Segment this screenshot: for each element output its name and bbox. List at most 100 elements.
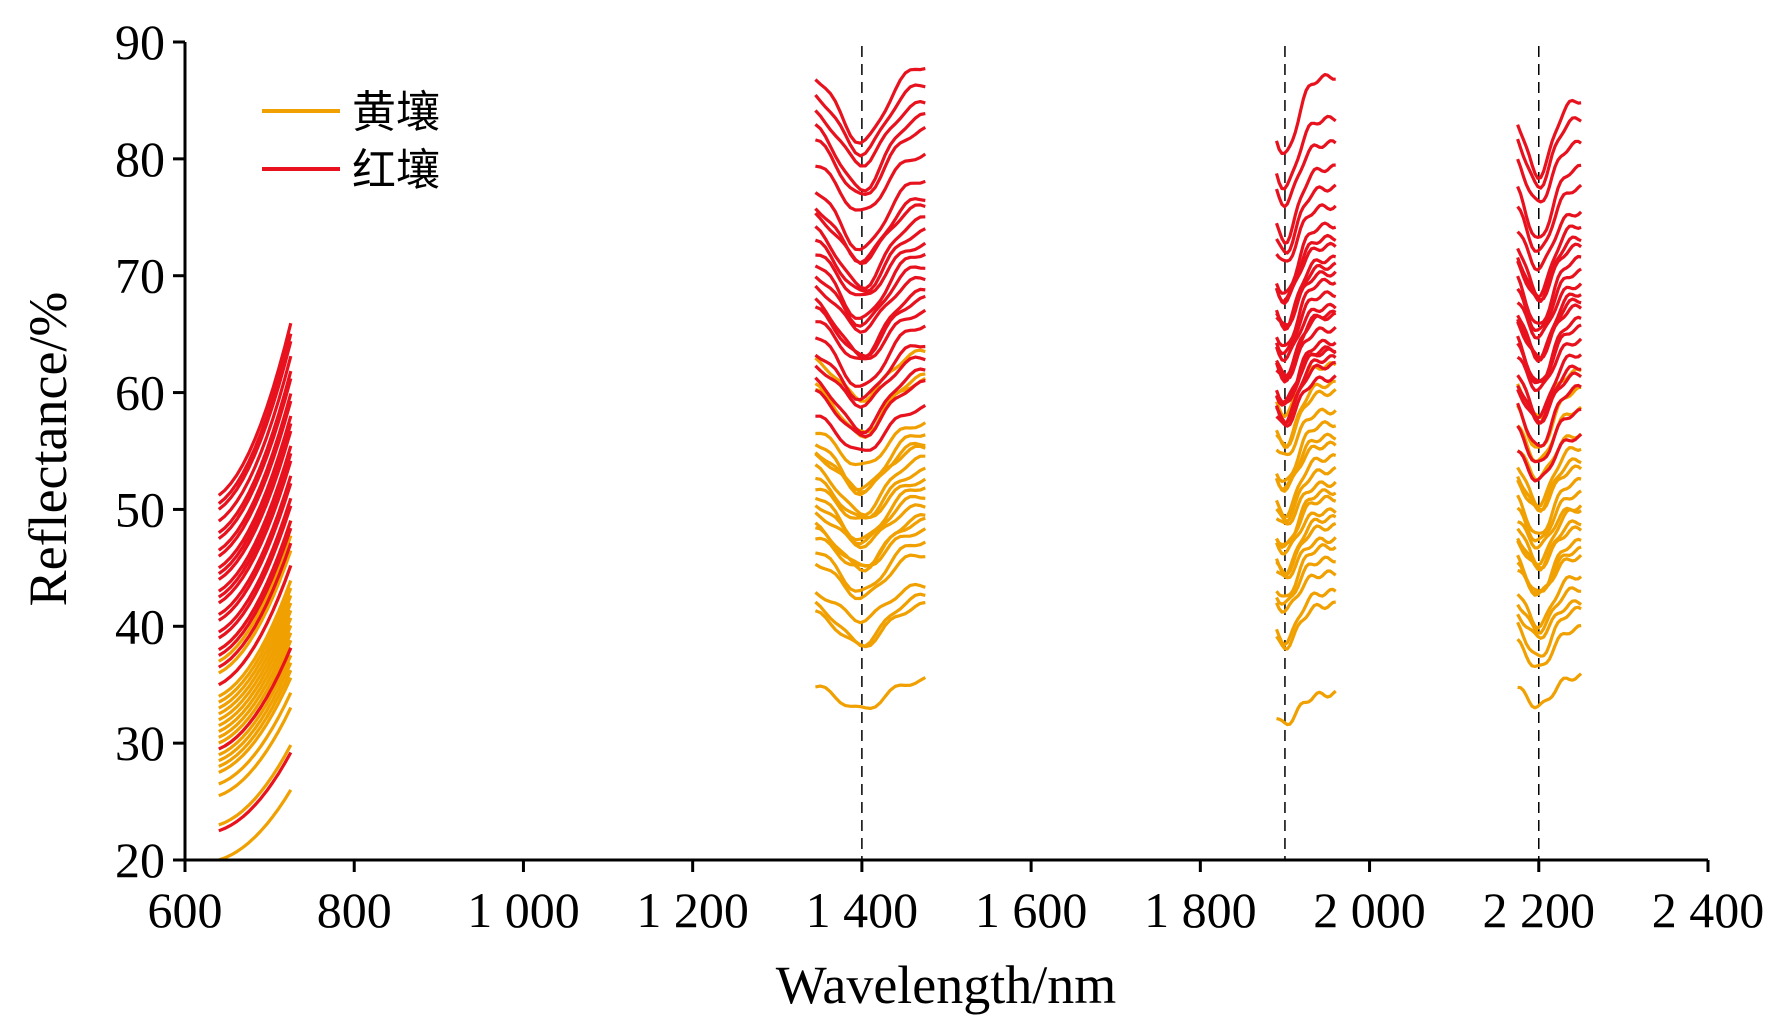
spectrum-curve [815,152,927,212]
spectrum-curve [1516,224,1582,299]
spectrum-curve [217,452,293,599]
spectrum-curve [1275,379,1336,449]
spectrum-curve [1274,139,1337,209]
spectrum-curve [1516,267,1583,332]
spectrum-curve [218,639,293,745]
spectrum-curve [1516,235,1582,303]
spectrum-curve [1275,432,1337,491]
spectrum-curve [1516,537,1582,594]
spectrum-curve [1516,383,1582,448]
spectrum-curve [218,706,293,798]
y-tick-label: 90 [115,14,165,70]
spectrum-curve [814,454,926,517]
x-axis-title: Wavelength/nm [776,955,1117,1015]
spectrum-curve [1516,210,1583,272]
spectrum-curve [217,497,293,634]
spectrum-curve [1275,374,1337,428]
spectrum-curve [217,542,293,669]
spectrum-curve [218,789,293,862]
spectrum-curve [814,441,926,497]
spectrum-curve [1516,139,1582,204]
y-tick-label: 30 [115,715,165,771]
spectrum-curve [815,466,926,520]
spectrum-curve [1275,543,1337,598]
spectrum-curve [814,503,926,550]
spectrum-curve [814,227,927,294]
spectrum-curve [814,553,926,601]
spectrum-curve [1274,163,1336,245]
spectrum-curve [218,662,293,763]
spectrum-curve [1275,507,1337,556]
x-tick-label: 600 [148,882,223,938]
spectrum-curve [1275,420,1337,483]
spectrum-curve [1516,98,1582,180]
spectrum-curve [1516,183,1583,253]
spectrum-curve [814,512,926,573]
spectrum-curve [217,482,293,622]
spectrum-curve [814,197,926,265]
spectrum-curve [217,415,293,570]
spectrum-curve [1275,536,1337,580]
spectrum-curve [217,505,293,640]
spectrum-curve [218,669,293,768]
spectrum-curve [814,67,926,145]
spectrum-curve [217,355,293,523]
spectrum-curve [1275,440,1337,493]
spectrum-curve [814,367,926,435]
spectrum-curve [814,600,926,649]
spectrum-curve [814,379,926,439]
axes [183,42,1708,862]
spectrum-curve [1516,116,1582,190]
spectrum-curve [814,592,926,648]
y-axis-title: Reflectance/% [18,292,78,607]
spectrum-curve [217,579,293,698]
spectrum-curve [1275,513,1337,577]
spectrum-curve [814,355,926,409]
spectrum-curve [1516,623,1582,669]
spectrum-curve [814,582,926,625]
spectrum-curve [814,215,926,291]
spectrum-curve [814,324,927,388]
spectrum-curve [1516,364,1582,425]
y-tick-label: 40 [115,598,165,654]
spectrum-curve [218,609,293,722]
spectrum-curve [217,400,293,558]
spectrum-curve [1516,586,1582,635]
spectrum-curve [1275,277,1337,348]
spectrum-curve [1516,315,1582,384]
series-layer [217,67,1583,862]
spectrum-curve [217,564,293,687]
spectrum-curve [1275,480,1337,526]
spectrum-curve [217,370,293,535]
spectrum-curve [814,344,926,402]
x-tick-label: 1 600 [975,882,1088,938]
spectrum-curve [815,421,927,467]
spectrum-curve [1275,555,1336,606]
series-yellow-soil [217,348,1583,862]
spectrum-curve [1274,241,1337,306]
spectrum-curve [814,433,926,492]
spectrum-curve [814,486,926,542]
spectrum-curve [815,241,927,297]
x-tick-label: 1 800 [1144,882,1257,938]
x-tick-label: 800 [317,882,392,938]
x-ticks: 600 800 1 000 1 200 1 400 1 600 1 800 2 000 2 20… [148,860,1764,938]
spectrum-curve [1274,309,1337,384]
spectrum-curve [1516,433,1583,483]
spectrum-curve [814,112,926,193]
spectrum-curve [1275,203,1337,263]
spectrum-curve [1275,407,1337,457]
spectrum-curve [814,348,926,403]
spectrum-curve [1275,453,1337,519]
spectrum-curve [815,540,927,593]
spectrum-curve [814,287,926,360]
spectrum-curve [217,378,293,540]
spectrum-curve [1516,464,1583,512]
spectrum-curve [217,340,293,511]
spectrum-curve [815,308,927,361]
spectrum-curve [814,494,926,546]
spectrum-curve [1274,354,1337,426]
spectrum-curve [1274,114,1337,191]
spectrum-curve [217,535,293,663]
